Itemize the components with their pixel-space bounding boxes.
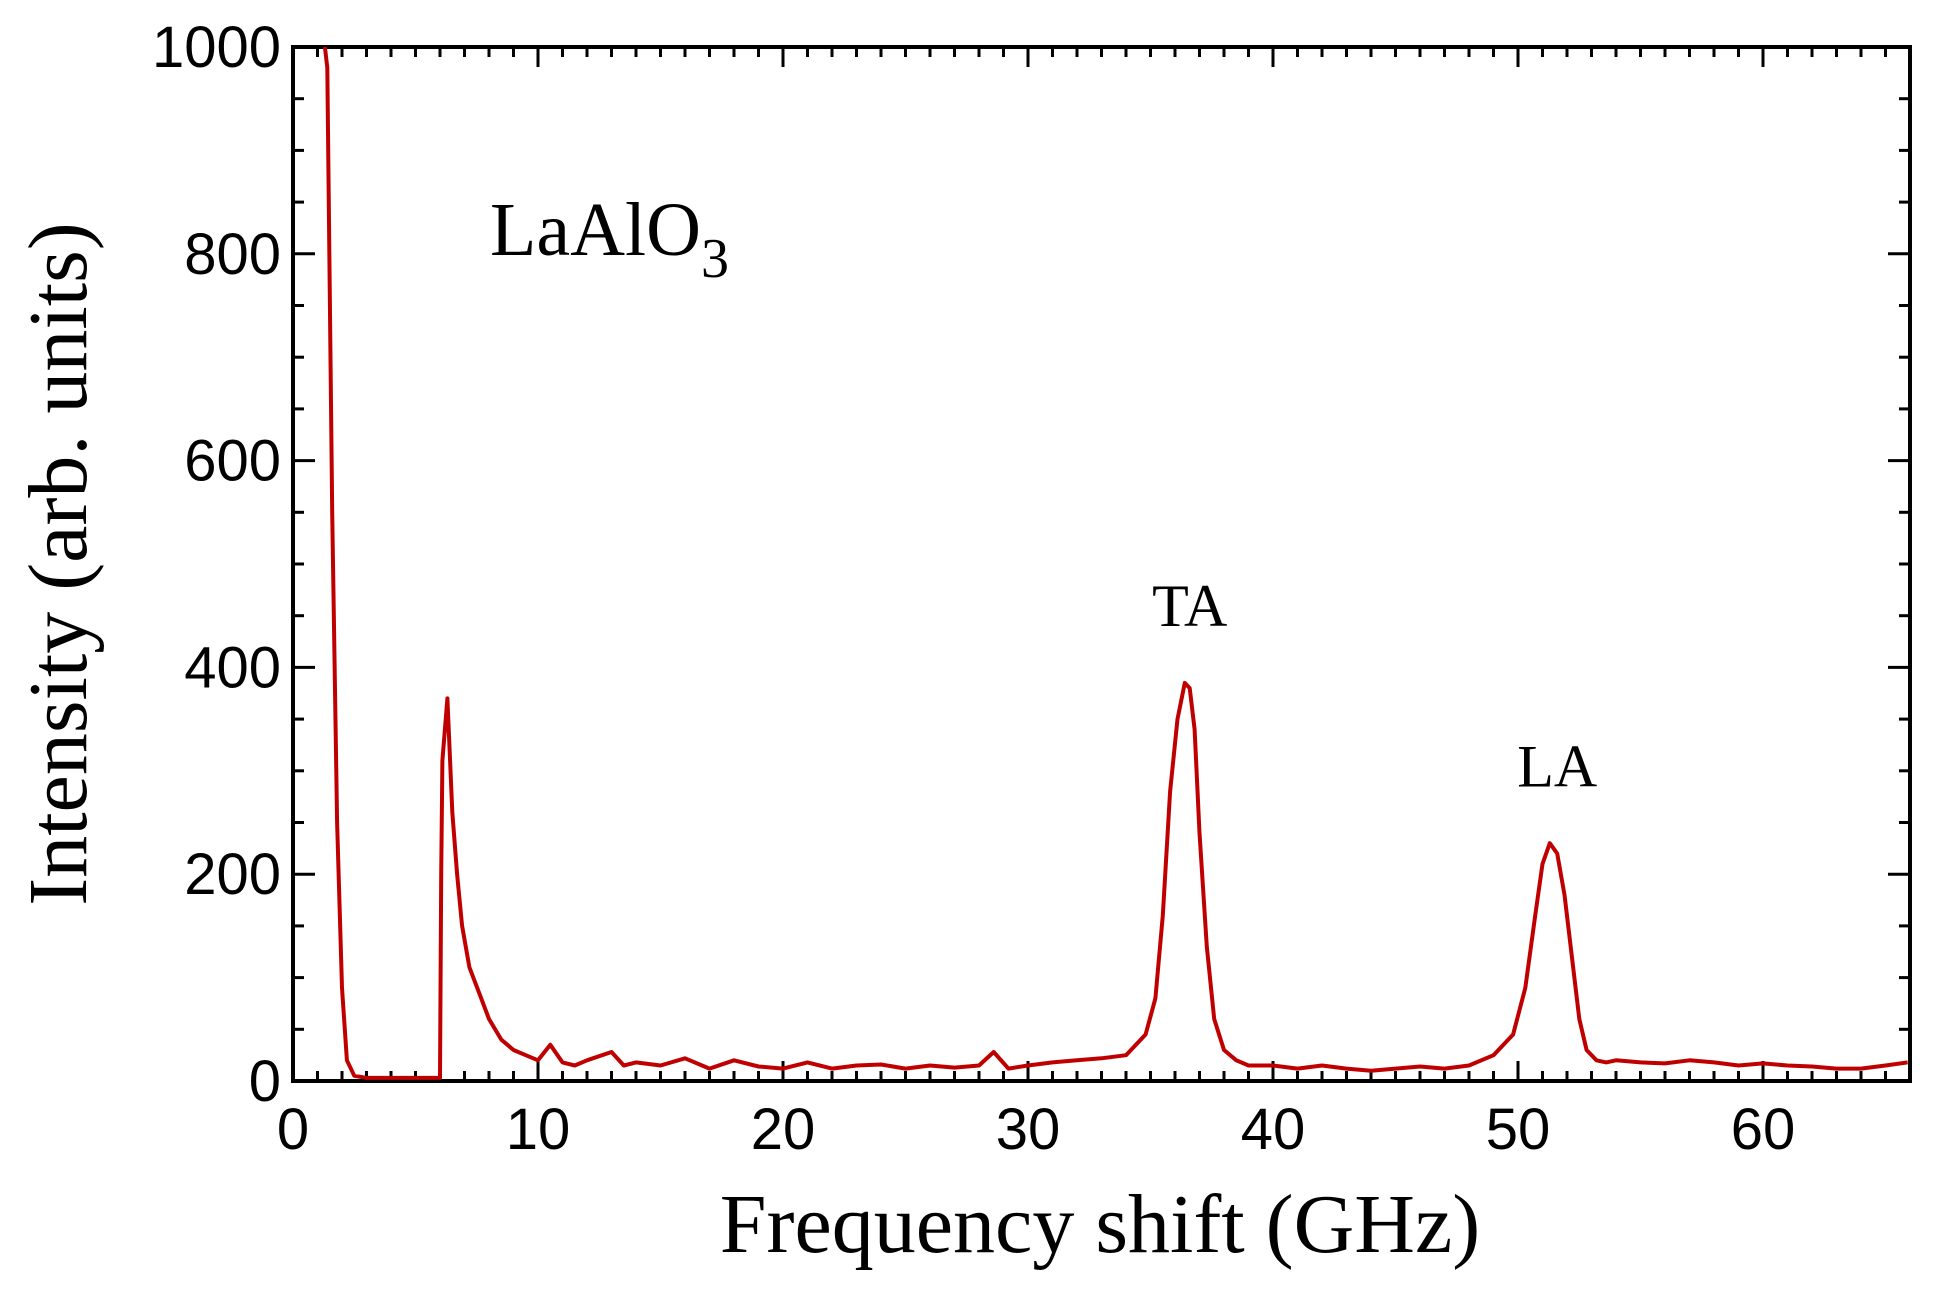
x-tick-label: 50 bbox=[1486, 1097, 1551, 1162]
y-axis-title: Intensity (arb. units) bbox=[12, 222, 105, 906]
y-tick-label: 0 bbox=[249, 1049, 281, 1114]
sample-label-main: LaAlO bbox=[490, 188, 701, 272]
x-tick-label: 0 bbox=[277, 1097, 309, 1162]
y-tick-label: 400 bbox=[184, 635, 281, 700]
y-tick-label: 800 bbox=[184, 222, 281, 287]
y-tick-label: 1000 bbox=[152, 15, 281, 80]
peak-label-la: LA bbox=[1517, 733, 1597, 799]
spectrum-line bbox=[322, 46, 1908, 1080]
peak-annotations: TA LA bbox=[1152, 573, 1597, 799]
y-tick-label: 600 bbox=[184, 429, 281, 494]
x-tick-label: 60 bbox=[1731, 1097, 1796, 1162]
y-tick-label: 200 bbox=[184, 842, 281, 907]
peak-label-ta: TA bbox=[1152, 573, 1227, 639]
x-axis-title: Frequency shift (GHz) bbox=[720, 1178, 1480, 1271]
axis-ticks bbox=[291, 45, 1912, 1083]
sample-label: LaAlO3 bbox=[490, 188, 729, 290]
x-tick-label: 10 bbox=[506, 1097, 571, 1162]
sample-label-subscript: 3 bbox=[701, 228, 729, 290]
x-tick-label: 20 bbox=[751, 1097, 816, 1162]
x-tick-label: 30 bbox=[996, 1097, 1061, 1162]
x-tick-label: 40 bbox=[1241, 1097, 1306, 1162]
